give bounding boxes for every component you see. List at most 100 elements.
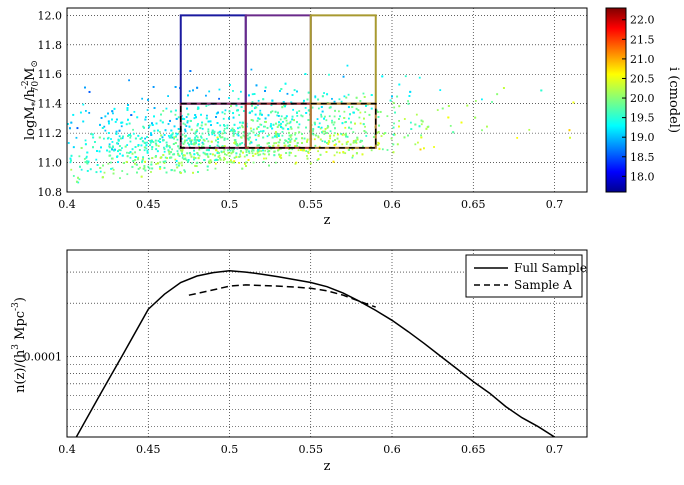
scatter-point [341, 143, 344, 146]
scatter-point [283, 104, 285, 107]
scatter-point [193, 141, 196, 144]
scatter-point [354, 122, 356, 125]
scatter-point [96, 164, 99, 166]
scatter-point [275, 142, 277, 144]
scatter-point [107, 120, 110, 123]
scatter-point [206, 169, 209, 171]
scatter-point [180, 161, 183, 164]
scatter-point [197, 107, 200, 110]
scatter-point [143, 165, 146, 167]
scatter-point [86, 169, 89, 172]
colorbar-tick-label: 19.5 [630, 112, 655, 125]
scatter-point [303, 137, 306, 140]
scatter-point [170, 110, 173, 113]
scatter-point [177, 152, 179, 155]
scatter-point [452, 131, 455, 134]
scatter-point [111, 141, 114, 143]
bottom-x-tick: 0.45 [136, 443, 161, 456]
scatter-point [231, 161, 234, 164]
scatter-point [181, 156, 184, 159]
scatter-point [176, 150, 179, 153]
scatter-point [157, 145, 160, 147]
scatter-point [433, 146, 435, 148]
scatter-point [295, 161, 298, 164]
scatter-point [291, 118, 294, 121]
colorbar-tick-label: 18.5 [630, 151, 655, 164]
scatter-point [251, 110, 254, 113]
scatter-point [168, 136, 171, 139]
scatter-point [216, 152, 219, 154]
scatter-point [352, 141, 355, 144]
scatter-point [176, 133, 179, 136]
scatter-point [321, 95, 324, 98]
scatter-point [168, 152, 171, 155]
scatter-point [237, 127, 239, 130]
scatter-point [165, 145, 168, 148]
scatter-point [175, 132, 178, 135]
scatter-point [282, 120, 284, 123]
scatter-point [386, 115, 389, 118]
scatter-point [268, 153, 270, 156]
top-y-tick: 10.8 [38, 186, 63, 199]
scatter-point [288, 154, 291, 157]
scatter-point [262, 130, 265, 133]
scatter-point [318, 145, 321, 148]
scatter-point [317, 135, 320, 138]
scatter-point [268, 145, 271, 148]
scatter-point [134, 137, 137, 140]
scatter-point [185, 116, 188, 118]
scatter-point [420, 123, 423, 126]
scatter-point [308, 109, 311, 112]
scatter-point [99, 170, 102, 173]
scatter-point [223, 112, 226, 115]
scatter-point [114, 120, 117, 123]
scatter-point [197, 106, 200, 109]
scatter-point [209, 159, 212, 162]
scatter-point [279, 154, 282, 157]
scatter-point [200, 124, 203, 127]
scatter-point [223, 158, 226, 160]
scatter-point [314, 95, 317, 98]
scatter-point [236, 133, 239, 136]
scatter-point [150, 163, 153, 166]
scatter-point [115, 130, 118, 133]
scatter-point [151, 122, 153, 125]
scatter-point [175, 135, 177, 138]
scatter-point [135, 163, 138, 166]
scatter-point [70, 121, 73, 124]
scatter-point [293, 119, 295, 122]
scatter-point [329, 137, 332, 140]
scatter-point [263, 120, 266, 123]
scatter-point [288, 122, 291, 125]
scatter-point [351, 148, 354, 151]
legend-sample-a-label: Sample A [514, 278, 572, 292]
scatter-point [161, 121, 164, 124]
scatter-point [396, 95, 399, 98]
scatter-point [238, 126, 241, 129]
scatter-point [240, 149, 242, 152]
scatter-point [208, 90, 211, 93]
scatter-point [259, 153, 262, 156]
scatter-point [148, 124, 151, 127]
scatter-point [425, 127, 428, 130]
top-x-tick: 0.65 [461, 198, 486, 211]
scatter-point [306, 138, 309, 141]
scatter-point [241, 142, 244, 144]
scatter-point [365, 135, 368, 137]
scatter-point [287, 128, 290, 130]
scatter-point [342, 75, 345, 78]
scatter-point [257, 150, 260, 152]
scatter-point [141, 97, 144, 100]
scatter-point [230, 152, 233, 155]
scatter-point [146, 149, 149, 152]
scatter-point [279, 138, 282, 141]
scatter-point [414, 143, 417, 146]
scatter-point [70, 168, 73, 171]
scatter-point [252, 161, 255, 164]
scatter-point [486, 125, 488, 128]
scatter-point [254, 152, 257, 155]
scatter-point [281, 134, 284, 137]
scatter-point [200, 136, 203, 139]
scatter-point [307, 150, 310, 153]
scatter-point [259, 123, 262, 126]
